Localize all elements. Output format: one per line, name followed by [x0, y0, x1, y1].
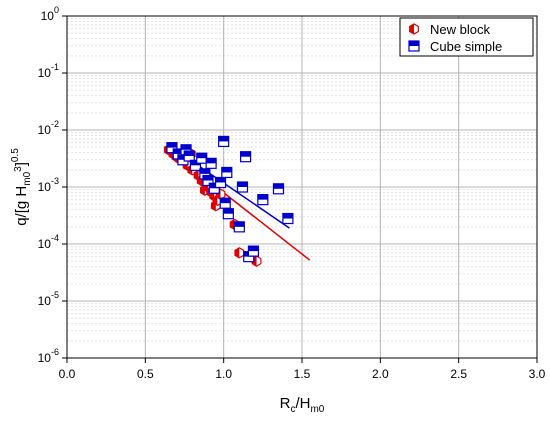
- y-tick-label: 10-2: [38, 119, 59, 137]
- data-point-cube-simple: [205, 157, 217, 169]
- marker-cube-simple-fill: [199, 168, 210, 174]
- y-tick-base: 10: [38, 180, 52, 194]
- y-tick-label: 10-6: [38, 347, 59, 365]
- x-tick-label: 2.5: [450, 367, 467, 381]
- marker-cube-simple-fill: [257, 194, 268, 200]
- marker-cube-simple-fill: [215, 177, 226, 183]
- y-tick-exponent: -1: [51, 62, 59, 72]
- marker-cube-simple-fill: [206, 158, 217, 164]
- marker-cube-simple-fill: [181, 144, 192, 150]
- legend-marker-new-block: [409, 23, 419, 35]
- legend-box: [399, 17, 534, 57]
- data-point-new-block: [234, 247, 245, 259]
- marker-cube-simple-fill: [240, 151, 251, 157]
- y-tick-base: 10: [38, 351, 52, 365]
- legend-label-new-block: New block: [430, 22, 490, 37]
- data-point-cube-simple: [218, 135, 230, 148]
- y-tick-label: 100: [41, 5, 59, 23]
- data-point-cube-simple: [233, 221, 245, 233]
- data-point-new-block: [212, 194, 223, 207]
- x-axis-title: Rc/Hm0: [280, 395, 325, 415]
- y-tick-base: 10: [38, 237, 52, 251]
- data-point-cube-simple: [272, 183, 285, 195]
- marker-cube-simple-fill: [166, 142, 177, 148]
- data-point-cube-simple: [219, 197, 231, 209]
- y-axis-title-main: q/[g H: [13, 186, 30, 226]
- marker-cube-simple-fill: [177, 154, 188, 160]
- data-point-cube-simple: [196, 152, 208, 164]
- x-axis-title-main: R: [280, 395, 291, 412]
- x-tick-label: 2.0: [372, 367, 389, 381]
- x-tick-label: 3.0: [529, 367, 546, 381]
- marker-cube-simple-fill: [209, 183, 220, 189]
- y-axis-title-sub: m0: [22, 171, 33, 185]
- data-point-cube-simple: [257, 194, 269, 206]
- x-tick-label: 1.5: [294, 367, 311, 381]
- data-point-cube-simple: [214, 176, 227, 189]
- y-tick-label: 10-4: [38, 233, 59, 251]
- marker-cube-simple-fill: [237, 182, 248, 187]
- legend-label-cube-simple: Cube simple: [430, 39, 502, 54]
- legend-marker-cube-simple: [408, 40, 420, 52]
- marker-new-block-fill: [230, 219, 235, 230]
- y-tick-base: 10: [38, 66, 52, 80]
- y-tick-exponent: -3: [51, 176, 59, 186]
- x-axis-title-sub1: c: [290, 404, 295, 415]
- y-tick-exponent: -4: [51, 233, 59, 243]
- y-tick-base: 10: [41, 9, 55, 23]
- marker-cube-simple-fill: [248, 246, 259, 252]
- y-tick-base: 10: [38, 123, 52, 137]
- y-axis-title: q/[g Hm03]0.5: [10, 148, 33, 226]
- x-tick-label: 0.0: [59, 367, 76, 381]
- marker-cube-simple-fill: [221, 167, 232, 173]
- x-ticks: 0.0 0.5 1.0 1.5 2.0 2.5 3.0: [59, 358, 546, 381]
- marker-new-block-fill: [213, 195, 218, 206]
- marker-cube-simple-fill: [223, 208, 234, 214]
- data-point-cube-simple: [202, 174, 214, 187]
- legend-symbol-cube-simple-fill: [409, 41, 419, 46]
- y-tick-exponent: -6: [51, 347, 59, 357]
- marker-cube-simple-fill: [203, 175, 213, 181]
- data-point-cube-simple: [183, 150, 195, 162]
- marker-cube-simple-fill: [234, 221, 245, 227]
- marker-cube-simple-fill: [218, 136, 229, 142]
- data-points: [163, 135, 294, 267]
- y-tick-exponent: 0: [54, 5, 59, 15]
- grid: [67, 16, 537, 358]
- y-tick-label: 10-3: [38, 176, 59, 194]
- marker-cube-simple-fill: [220, 198, 231, 204]
- y-axis-title-end: ]: [13, 162, 30, 166]
- y-tick-exponent: -5: [51, 290, 59, 300]
- y-tick-label: 10-1: [38, 62, 59, 80]
- y-axis-title-exp: 0.5: [10, 148, 21, 162]
- y-tick-label: 10-5: [38, 290, 59, 308]
- x-axis-title-mid: /H: [295, 395, 310, 412]
- marker-new-block-fill: [235, 247, 240, 258]
- marker-cube-simple-fill: [184, 150, 195, 156]
- marker-cube-simple-fill: [282, 213, 293, 219]
- marker-cube-simple-fill: [273, 183, 284, 189]
- data-point-cube-simple: [208, 182, 220, 194]
- y-tick-exponent: -2: [51, 119, 59, 129]
- data-point-cube-simple: [247, 245, 260, 257]
- legend: New block Cube simple: [399, 17, 534, 57]
- x-tick-label: 1.0: [215, 367, 232, 381]
- data-point-cube-simple: [240, 151, 252, 163]
- legend-symbol-new-block-fill: [409, 24, 414, 34]
- data-point-cube-simple: [222, 208, 234, 220]
- y-axis-title-sup: 3: [13, 166, 24, 172]
- data-point-cube-simple: [236, 181, 249, 193]
- marker-cube-simple-fill: [173, 148, 184, 154]
- data-point-cube-simple: [282, 212, 294, 225]
- marker-cube-simple-fill: [196, 153, 207, 159]
- marker-cube-simple-fill: [190, 160, 201, 166]
- y-tick-base: 10: [38, 294, 52, 308]
- data-point-cube-simple: [189, 159, 202, 171]
- x-tick-label: 0.5: [137, 367, 154, 381]
- x-axis-title-sub2: m0: [310, 404, 324, 415]
- data-point-cube-simple: [221, 166, 233, 179]
- data-point-cube-simple: [166, 142, 178, 154]
